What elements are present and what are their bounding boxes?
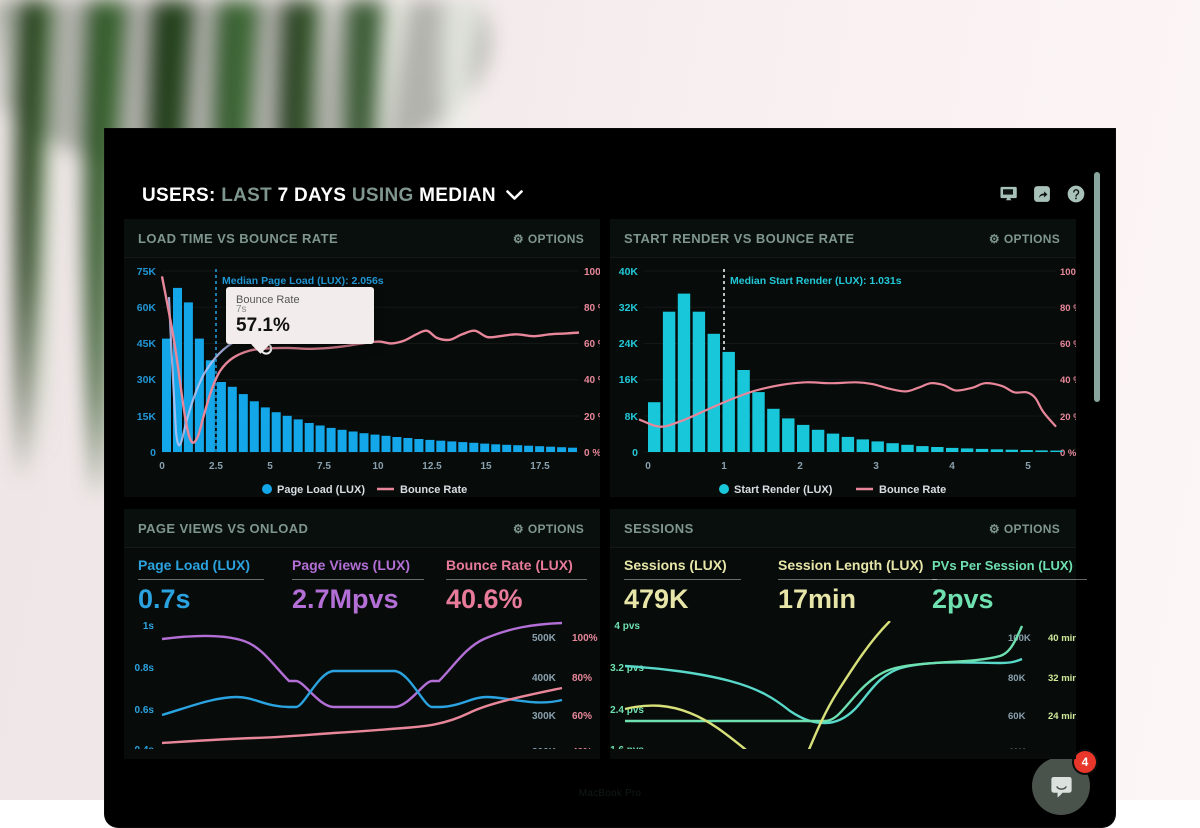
svg-text:30K: 30K xyxy=(137,374,157,386)
svg-text:40K: 40K xyxy=(619,266,639,278)
svg-text:20 %: 20 % xyxy=(584,412,600,423)
svg-text:500K: 500K xyxy=(532,633,557,644)
svg-text:100 %: 100 % xyxy=(1060,267,1076,278)
svg-text:400K: 400K xyxy=(532,673,557,684)
svg-text:16K: 16K xyxy=(619,374,639,386)
svg-text:0.6s: 0.6s xyxy=(135,705,155,716)
svg-text:24 min: 24 min xyxy=(1048,711,1076,722)
svg-text:40%: 40% xyxy=(572,747,592,749)
svg-text:0: 0 xyxy=(159,461,165,472)
svg-text:200K: 200K xyxy=(532,747,557,749)
svg-text:8K: 8K xyxy=(625,411,639,423)
svg-text:40K: 40K xyxy=(1008,747,1026,749)
svg-text:1s: 1s xyxy=(143,621,155,632)
svg-text:3.2 pvs: 3.2 pvs xyxy=(610,663,644,674)
svg-text:24K: 24K xyxy=(619,338,639,350)
svg-text:Median Page Load (LUX): 2.056s: Median Page Load (LUX): 2.056s xyxy=(222,275,384,287)
svg-text:75K: 75K xyxy=(137,266,157,278)
svg-text:40 min: 40 min xyxy=(1048,633,1076,644)
svg-text:40 %: 40 % xyxy=(584,375,600,386)
svg-text:Median Start Render (LUX): 1.0: Median Start Render (LUX): 1.031s xyxy=(730,275,902,287)
svg-text:32K: 32K xyxy=(619,302,639,314)
svg-text:60K: 60K xyxy=(1008,711,1026,722)
svg-text:7.5: 7.5 xyxy=(317,461,331,472)
svg-text:100 %: 100 % xyxy=(584,267,600,278)
svg-text:3: 3 xyxy=(873,461,879,472)
svg-text:0.4s: 0.4s xyxy=(135,745,155,749)
svg-text:0 %: 0 % xyxy=(1060,448,1076,459)
svg-text:100%: 100% xyxy=(572,633,598,644)
svg-text:60 %: 60 % xyxy=(584,339,600,350)
svg-text:0: 0 xyxy=(632,447,638,459)
svg-text:0.8s: 0.8s xyxy=(135,663,155,674)
svg-text:2.5: 2.5 xyxy=(209,461,223,472)
svg-text:45K: 45K xyxy=(137,338,157,350)
svg-text:40 %: 40 % xyxy=(1060,375,1076,386)
svg-text:17.5: 17.5 xyxy=(530,461,550,472)
svg-text:80 %: 80 % xyxy=(584,303,600,314)
svg-text:60%: 60% xyxy=(572,711,592,722)
svg-text:5: 5 xyxy=(267,461,273,472)
svg-text:0 %: 0 % xyxy=(584,448,600,459)
svg-text:Page Load (LUX): Page Load (LUX) xyxy=(277,484,365,496)
svg-text:1: 1 xyxy=(721,461,727,472)
svg-text:15K: 15K xyxy=(137,411,157,423)
svg-text:1.6 pvs: 1.6 pvs xyxy=(610,745,644,749)
svg-text:Bounce Rate: Bounce Rate xyxy=(879,484,946,496)
svg-text:15: 15 xyxy=(480,461,492,472)
svg-text:0: 0 xyxy=(150,447,156,459)
svg-text:5: 5 xyxy=(1025,461,1031,472)
svg-text:Bounce Rate: Bounce Rate xyxy=(400,484,467,496)
svg-text:60K: 60K xyxy=(137,302,157,314)
svg-text:12.5: 12.5 xyxy=(422,461,442,472)
svg-text:60 %: 60 % xyxy=(1060,339,1076,350)
svg-text:32 min: 32 min xyxy=(1048,673,1076,684)
svg-text:10: 10 xyxy=(372,461,384,472)
svg-text:80 %: 80 % xyxy=(1060,303,1076,314)
svg-text:80%: 80% xyxy=(572,673,592,684)
svg-text:80K: 80K xyxy=(1008,673,1026,684)
svg-text:300K: 300K xyxy=(532,711,557,722)
svg-text:20 %: 20 % xyxy=(1060,412,1076,423)
svg-text:2: 2 xyxy=(797,461,803,472)
svg-text:4 pvs: 4 pvs xyxy=(614,621,640,632)
svg-text:Start Render (LUX): Start Render (LUX) xyxy=(734,484,833,496)
svg-text:4: 4 xyxy=(949,461,955,472)
svg-text:0: 0 xyxy=(645,461,651,472)
